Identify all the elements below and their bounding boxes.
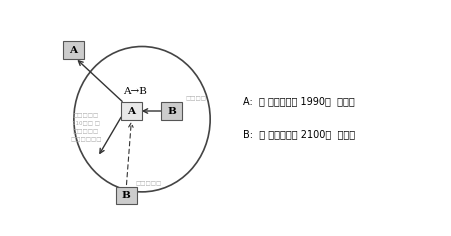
- FancyBboxPatch shape: [161, 102, 182, 120]
- Text: B:  원 중심지역의 2100년  기후대: B: 원 중심지역의 2100년 기후대: [244, 129, 355, 139]
- Text: A: A: [128, 106, 135, 115]
- Text: B: B: [167, 106, 176, 115]
- FancyBboxPatch shape: [116, 186, 137, 204]
- Text: A: A: [69, 46, 78, 55]
- Text: A:  원 중심지역의 1990년  기후대: A: 원 중심지역의 1990년 기후대: [244, 96, 355, 106]
- Text: B: B: [122, 191, 131, 200]
- Text: □□□□□: □□□□□: [136, 181, 162, 186]
- Text: □□□□: □□□□: [186, 96, 207, 101]
- Text: □□□□□□: □□□□□□: [70, 137, 102, 142]
- Text: A→B: A→B: [123, 87, 147, 96]
- Text: □□□□□: □□□□□: [73, 113, 99, 118]
- FancyBboxPatch shape: [63, 41, 84, 59]
- Text: □□□□□: □□□□□: [73, 129, 99, 134]
- FancyBboxPatch shape: [121, 102, 142, 120]
- Text: 110□□ □: 110□□ □: [72, 120, 100, 125]
